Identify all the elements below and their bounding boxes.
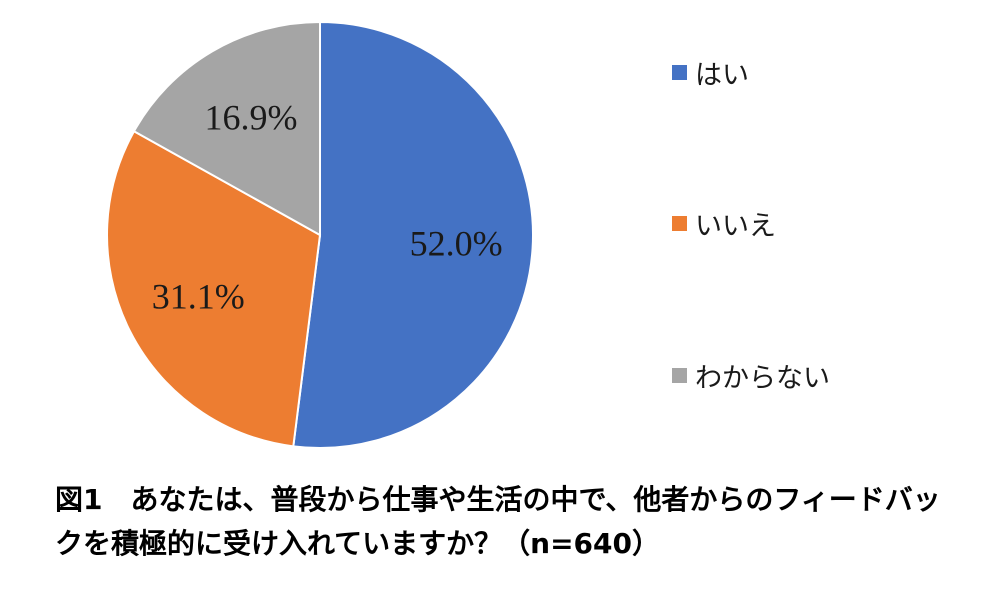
legend-swatch-dont-know [672, 367, 687, 383]
pie-slice-yes [292, 20, 534, 449]
data-label-no: 31.1% [152, 277, 245, 317]
legend-label-no: いいえ [695, 210, 776, 242]
legend-item-dont-know: わからない [672, 355, 830, 395]
legend-swatch-yes [672, 64, 687, 80]
legend-label-yes: はい [695, 59, 749, 91]
pie-data-labels: 52.0% 31.1% 16.9% [152, 97, 503, 316]
legend-item-yes: はい [672, 52, 749, 92]
data-label-dont-know: 16.9% [205, 97, 298, 137]
pie-slice-dont-know [132, 20, 321, 237]
pie-slices [106, 20, 534, 449]
legend: はい いいえ わからない [672, 0, 992, 460]
legend-item-no: いいえ [672, 203, 776, 243]
pie-slice-no [106, 129, 322, 448]
chart-caption: 図1 あなたは、普段から仕事や生活の中で、他者からのフィードバックを積極的に受け… [55, 483, 941, 560]
pie-chart: 52.0% 31.1% 16.9% [106, 20, 534, 449]
legend-label-dont-know: わからない [695, 362, 830, 394]
data-label-yes: 52.0% [410, 224, 503, 264]
legend-swatch-no [672, 215, 687, 231]
